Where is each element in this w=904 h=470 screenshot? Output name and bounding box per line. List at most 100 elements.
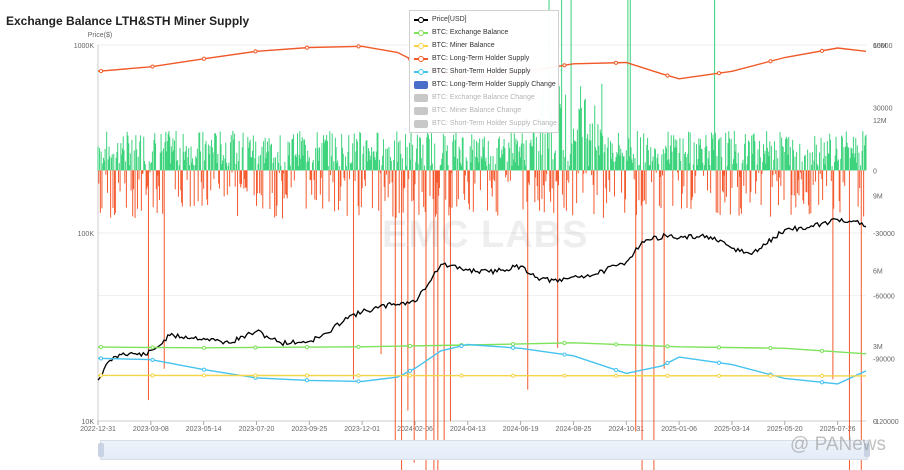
btc-short-term-holder-supply-point [150,357,155,363]
legend-label: BTC: Miner Balance [432,42,495,49]
btc-exchange-balance-point [562,340,567,346]
btc-exchange-balance-point [98,344,104,350]
btc-miner-balance-point [510,373,516,378]
legend-swatch-icon [414,93,428,102]
legend-label: BTC: Short-Term Holder Supply Change [432,120,557,127]
legend-swatch-icon [414,106,428,115]
btc-miner-balance-point [665,373,670,378]
btc-exchange-balance-point [819,348,825,353]
legend-label: BTC: Exchange Balance Change [432,94,535,101]
btc-miner-balance-point [562,373,567,378]
legend-swatch-icon [414,119,428,128]
btc-exchange-balance-point [150,345,155,350]
right-change-tick-label: -30000 [873,231,895,238]
btc-exchange-balance-point [356,344,361,349]
btc-exchange-balance-point [510,341,516,347]
btc-long-term-holder-supply-point [356,44,361,49]
legend-line-icon [414,29,428,37]
legend-item-btc-exchange-balance[interactable]: BTC: Exchange Balance [410,26,558,39]
right-supply-tick-label: 9M [873,193,883,200]
slider-left-handle[interactable] [98,443,104,457]
btc-short-term-holder-supply-point [613,367,619,373]
btc-miner-balance-point [201,373,207,378]
right-supply-tick-label: 6M [873,269,883,276]
x-tick-label: 2025-01-06 [661,426,697,433]
legend-label: BTC: Miner Balance Change [432,107,522,114]
x-tick-label: 2023-12-01 [344,426,380,433]
right-change-tick-label: 60000 [873,43,893,50]
x-tick-label: 2024-04-13 [450,426,486,433]
legend-item-price-usd[interactable]: Price[USD] [410,13,558,26]
right-supply-tick-label: 0 [873,419,877,426]
btc-long-term-holder-supply-point [150,64,155,69]
left-tick-label: 100K [78,231,95,238]
btc-long-term-holder-supply-point [768,59,773,64]
btc-exchange-balance-point [407,343,413,349]
btc-exchange-balance-point [201,345,207,350]
zoom-slider[interactable] [98,440,870,460]
x-tick-label: 2022-12-31 [80,426,116,433]
right-supply-tick-label: 3M [873,344,883,351]
btc-long-term-holder-supply-point [613,60,619,65]
btc-short-term-holder-supply-line [97,343,867,385]
btc-miner-balance-point [98,373,104,378]
btc-short-term-holder-supply-point [665,360,670,366]
legend-item-btc-short-term-holder-supply[interactable]: BTC: Short-Term Holder Supply [410,65,558,78]
btc-short-term-holder-supply-point [459,343,464,349]
btc-long-term-holder-supply-point [304,45,310,50]
btc-miner-balance-point [768,373,773,378]
price-usd-line [97,217,867,381]
left-tick-label: 10K [82,419,95,426]
btc-short-term-holder-supply-point [356,379,361,384]
btc-exchange-balance-point [304,345,310,350]
legend-label: Price[USD] [432,16,467,23]
legend-line-icon [414,55,428,63]
btc-miner-balance-point [819,373,825,378]
x-tick-label: 2025-05-20 [767,426,803,433]
btc-exchange-balance-point [253,345,258,350]
btc-exchange-balance-point [716,345,722,350]
btc-short-term-holder-supply-point [819,380,825,385]
btc-miner-balance-point [613,373,619,378]
btc-miner-balance-point [459,373,464,378]
slider-range[interactable] [101,441,867,459]
btc-miner-balance-point [150,373,155,378]
btc-miner-balance-point [304,373,310,378]
legend-item-btc-miner-balance[interactable]: BTC: Miner Balance [410,39,558,52]
right-change-tick-label: -120000 [873,419,899,426]
btc-short-term-holder-supply-point [716,360,722,365]
legend-item-btc-miner-balance-change[interactable]: BTC: Miner Balance Change [410,104,558,117]
panews-watermark: @ PANews [790,434,887,455]
btc-miner-balance-line [97,374,867,377]
legend-label: BTC: Exchange Balance [432,29,509,36]
btc-miner-balance-point [716,373,722,378]
legend-item-btc-long-term-holder-supply[interactable]: BTC: Long-Term Holder Supply [410,52,558,65]
legend-item-btc-short-term-holder-supply-change[interactable]: BTC: Short-Term Holder Supply Change [410,117,558,130]
legend-label: BTC: Long-Term Holder Supply [432,55,530,62]
right-change-tick-label: -60000 [873,294,895,301]
legend-swatch-icon [414,80,428,89]
btc-short-term-holder-supply-point [201,367,207,372]
right-change-tick-label: -90000 [873,356,895,363]
legend-item-btc-long-term-holder-supply-change[interactable]: BTC: Long-Term Holder Supply Change [410,78,558,91]
x-tick-label: 2024-06-19 [503,426,539,433]
btc-long-term-holder-supply-point [665,73,670,78]
btc-long-term-holder-supply-point [562,63,567,68]
btc-long-term-holder-supply-point [716,71,722,76]
legend-line-icon [414,16,428,24]
btc-miner-balance-point [356,373,361,378]
btc-exchange-balance-line [97,342,867,355]
x-tick-label: 2024-02-06 [397,426,433,433]
btc-exchange-balance-point [768,346,773,351]
legend-item-btc-exchange-balance-change[interactable]: BTC: Exchange Balance Change [410,91,558,104]
btc-long-term-holder-supply-point [98,68,104,74]
x-tick-label: 2023-03-08 [133,426,169,433]
legend-label: BTC: Short-Term Holder Supply [432,68,531,75]
legend-label: BTC: Long-Term Holder Supply Change [432,81,556,88]
slider-right-handle[interactable] [864,443,870,457]
x-tick-label: 2023-05-14 [186,426,222,433]
x-tick-label: 2023-07-20 [239,426,275,433]
btc-short-term-holder-supply-point [98,356,104,361]
left-tick-label: 1000K [74,43,95,50]
legend: Price[USD] BTC: Exchange Balance BTC: Mine… [409,10,559,133]
